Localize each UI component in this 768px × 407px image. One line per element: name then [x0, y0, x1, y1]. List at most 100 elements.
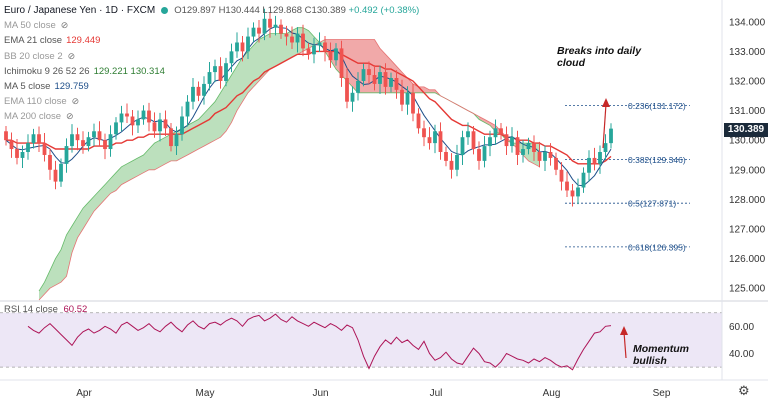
hidden-eye-icon[interactable]: ⊘: [60, 20, 69, 31]
candle[interactable]: [532, 135, 536, 161]
candle[interactable]: [455, 144, 459, 177]
candle[interactable]: [460, 130, 465, 166]
candle[interactable]: [158, 112, 162, 142]
candle[interactable]: [471, 125, 476, 155]
candle[interactable]: [218, 57, 223, 89]
candle[interactable]: [290, 26, 294, 49]
candle[interactable]: [466, 122, 470, 145]
candle[interactable]: [196, 81, 201, 102]
candle[interactable]: [246, 27, 250, 60]
candle[interactable]: [48, 148, 52, 180]
candle[interactable]: [59, 158, 63, 187]
candle[interactable]: [367, 61, 371, 84]
candle[interactable]: [251, 22, 256, 42]
candle[interactable]: [257, 19, 261, 43]
legend-indicator-row[interactable]: MA 200 close ⊘: [4, 109, 419, 124]
candle[interactable]: [504, 126, 509, 155]
candle[interactable]: [433, 124, 437, 154]
candle[interactable]: [4, 125, 8, 146]
candle[interactable]: [609, 123, 613, 149]
candle[interactable]: [174, 126, 179, 155]
candle[interactable]: [224, 57, 228, 87]
candle[interactable]: [103, 133, 107, 160]
candle[interactable]: [86, 131, 91, 152]
candle[interactable]: [339, 40, 344, 87]
candle[interactable]: [240, 35, 245, 62]
candle[interactable]: [328, 42, 333, 68]
legend-indicator-row[interactable]: Ichimoku 9 26 52 26 129.221 130.314: [4, 64, 419, 79]
candle[interactable]: [26, 134, 30, 160]
candle[interactable]: [565, 171, 569, 197]
candle[interactable]: [301, 24, 305, 57]
candle[interactable]: [400, 79, 404, 112]
candle[interactable]: [499, 122, 503, 140]
candle[interactable]: [15, 138, 19, 165]
hidden-eye-icon[interactable]: ⊘: [71, 96, 80, 107]
symbol-title[interactable]: Euro / Japanese Yen · 1D · FXCM: [4, 5, 156, 16]
candle[interactable]: [279, 19, 283, 39]
candle[interactable]: [9, 132, 14, 158]
candle[interactable]: [422, 120, 426, 147]
candle[interactable]: [449, 153, 454, 179]
candle[interactable]: [510, 127, 514, 153]
candle[interactable]: [141, 105, 146, 125]
candle[interactable]: [603, 134, 608, 160]
candle[interactable]: [31, 128, 36, 149]
candle[interactable]: [405, 86, 410, 115]
candle[interactable]: [136, 110, 140, 134]
rsi-label[interactable]: RSI 14 close: [4, 304, 58, 315]
candle[interactable]: [185, 95, 190, 127]
legend-indicator-row[interactable]: MA 5 close 129.759: [4, 79, 419, 94]
candle[interactable]: [70, 124, 74, 153]
candle[interactable]: [53, 160, 58, 190]
candle[interactable]: [372, 64, 377, 91]
candle[interactable]: [180, 106, 184, 141]
hidden-eye-icon[interactable]: ⊘: [66, 111, 74, 122]
candle[interactable]: [207, 62, 212, 91]
candle[interactable]: [202, 76, 206, 105]
candle[interactable]: [576, 178, 580, 205]
candle[interactable]: [147, 102, 151, 132]
candle[interactable]: [273, 15, 278, 36]
candle[interactable]: [284, 25, 289, 46]
candle[interactable]: [521, 140, 525, 163]
candle[interactable]: [378, 65, 382, 94]
candle[interactable]: [515, 130, 520, 166]
candle[interactable]: [598, 145, 602, 174]
candle[interactable]: [488, 130, 492, 157]
candle[interactable]: [394, 70, 399, 99]
candle[interactable]: [81, 131, 85, 154]
legend-indicator-row[interactable]: EMA 110 close ⊘: [4, 94, 419, 109]
candle[interactable]: [427, 127, 432, 150]
candle[interactable]: [213, 59, 217, 83]
candle[interactable]: [537, 141, 542, 168]
candle[interactable]: [548, 143, 553, 166]
candles[interactable]: [4, 8, 613, 207]
candle[interactable]: [312, 37, 316, 64]
candle[interactable]: [438, 122, 443, 160]
candle[interactable]: [306, 43, 311, 60]
candle[interactable]: [543, 145, 547, 171]
candle[interactable]: [587, 150, 591, 182]
candle[interactable]: [163, 110, 168, 137]
candle[interactable]: [317, 32, 322, 52]
candle[interactable]: [191, 78, 195, 110]
candle[interactable]: [130, 109, 135, 136]
candle[interactable]: [20, 145, 25, 168]
candle[interactable]: [75, 127, 80, 151]
candle[interactable]: [345, 67, 349, 109]
candle[interactable]: [570, 183, 575, 207]
candle[interactable]: [493, 119, 498, 145]
candle[interactable]: [389, 72, 393, 93]
candle[interactable]: [229, 43, 234, 73]
candle[interactable]: [268, 12, 272, 38]
candle[interactable]: [350, 86, 355, 112]
candle[interactable]: [235, 32, 239, 58]
candle[interactable]: [64, 138, 69, 173]
legend-indicator-row[interactable]: BB 20 close 2 ⊘: [4, 49, 419, 64]
candle[interactable]: [356, 72, 360, 101]
candle[interactable]: [416, 108, 421, 134]
candle[interactable]: [119, 105, 124, 132]
candle[interactable]: [97, 121, 102, 147]
